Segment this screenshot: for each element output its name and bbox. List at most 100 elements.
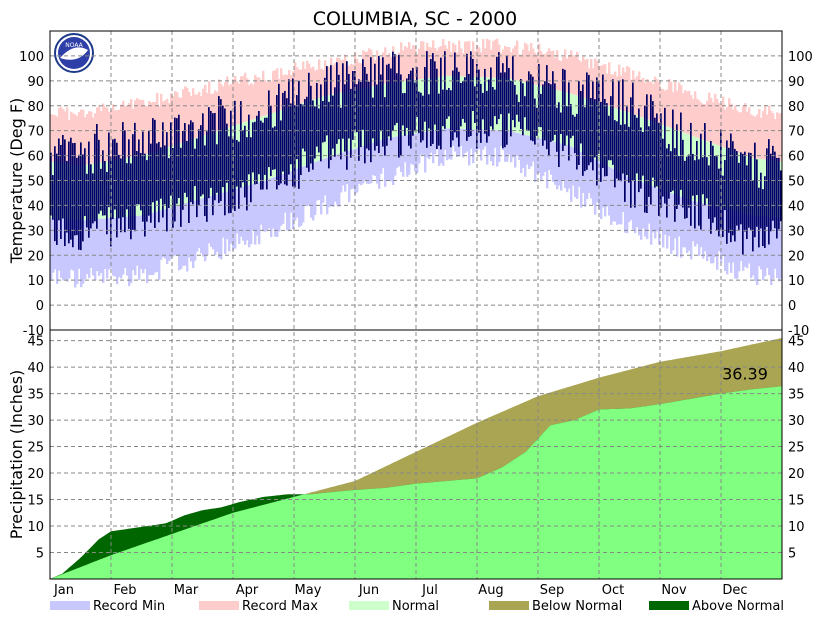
record-max-bar [456, 52, 459, 77]
record-max-bar [760, 117, 763, 160]
actual-temp-bar [542, 84, 544, 146]
actual-temp-bar [86, 173, 88, 228]
record-max-bar [726, 106, 729, 149]
record-max-bar [140, 99, 143, 156]
record-min-bar [328, 156, 331, 208]
record-max-bar [728, 98, 731, 150]
record-min-bar [420, 132, 423, 155]
precipitation-axis-title: Precipitation (Inches) [7, 370, 26, 540]
actual-temp-bar [644, 105, 646, 213]
record-min-bar [772, 217, 775, 279]
month-label: Sep [540, 583, 565, 598]
record-min-bar [192, 200, 195, 269]
record-min-bar [320, 159, 323, 215]
record-min-bar [396, 136, 399, 168]
record-min-bar [228, 190, 231, 252]
temp-tick-label-right: -10 [788, 324, 809, 339]
actual-temp-bar [178, 114, 180, 199]
record-max-bar [486, 38, 489, 78]
record-max-bar [522, 49, 525, 82]
actual-temp-bar [76, 157, 78, 236]
record-max-bar [280, 68, 283, 111]
month-label: Oct [602, 583, 624, 598]
legend-swatch [349, 601, 389, 610]
temp-tick-label-left: 20 [27, 249, 44, 264]
record-min-bar [200, 198, 203, 254]
actual-temp-bar [606, 103, 608, 177]
record-max-bar [206, 92, 209, 135]
actual-temp-bar [430, 59, 432, 147]
actual-temp-bar [398, 54, 400, 158]
record-min-bar [716, 206, 719, 270]
actual-temp-bar [544, 81, 546, 141]
actual-temp-bar [336, 62, 338, 144]
record-min-bar [156, 211, 159, 272]
record-max-bar [276, 68, 279, 112]
actual-temp-bar [482, 92, 484, 120]
record-min-bar [382, 139, 385, 168]
actual-temp-bar [340, 107, 342, 160]
actual-temp-bar [658, 122, 660, 216]
record-min-bar [242, 186, 245, 241]
actual-temp-bar [722, 175, 724, 237]
temp-tick-label-right: 80 [788, 100, 805, 115]
actual-temp-bar [82, 154, 84, 242]
actual-temp-bar [516, 94, 518, 115]
record-min-bar [390, 137, 393, 182]
record-min-bar [372, 142, 375, 176]
record-min-bar [610, 167, 613, 225]
record-max-bar [142, 99, 145, 156]
actual-temp-bar [380, 74, 382, 132]
record-min-bar [298, 167, 301, 228]
record-max-bar [114, 110, 117, 161]
record-max-bar [110, 109, 113, 161]
record-min-bar [604, 164, 607, 217]
actual-temp-bar [388, 63, 390, 137]
actual-temp-bar [68, 141, 70, 244]
actual-temp-bar [230, 110, 232, 213]
record-max-bar [120, 104, 123, 160]
actual-temp-bar [248, 114, 250, 175]
actual-temp-bar [114, 138, 116, 210]
record-min-bar [498, 130, 501, 163]
record-min-bar [512, 131, 515, 158]
record-max-bar [642, 77, 645, 118]
record-max-bar [730, 103, 733, 151]
record-max-bar [778, 113, 781, 162]
record-max-bar [762, 110, 765, 160]
actual-temp-bar [170, 122, 172, 196]
record-min-bar [84, 220, 87, 280]
record-max-bar [526, 44, 529, 83]
temp-tick-label-left: 50 [27, 175, 44, 190]
record-min-bar [538, 138, 541, 173]
record-min-bar [308, 164, 311, 205]
legend-label: Above Normal [692, 599, 784, 614]
record-max-bar [548, 48, 551, 89]
legend-label: Record Min [93, 599, 165, 614]
record-max-bar [102, 103, 105, 163]
noaa-logo: NOAA [54, 33, 94, 73]
record-max-bar [84, 117, 87, 165]
actual-temp-bar [740, 152, 742, 225]
record-min-bar [280, 174, 283, 226]
record-min-bar [194, 200, 197, 261]
record-max-bar [438, 47, 441, 77]
record-min-bar [698, 202, 701, 256]
record-max-bar [310, 67, 313, 101]
actual-temp-bar [330, 65, 332, 161]
actual-temp-bar [392, 51, 394, 131]
precip-tick-label-right: 35 [788, 388, 805, 403]
record-min-bar [482, 129, 485, 150]
record-min-bar [270, 178, 273, 238]
record-max-bar [248, 84, 251, 121]
record-max-bar [666, 89, 669, 127]
temp-tick-label-left: 60 [27, 150, 44, 165]
actual-temp-bar [692, 153, 694, 196]
record-min-bar [524, 134, 527, 177]
record-max-bar [414, 45, 417, 80]
actual-temp-bar [456, 67, 458, 138]
record-max-bar [260, 80, 263, 117]
actual-temp-bar [470, 51, 472, 137]
record-max-bar [52, 114, 55, 163]
actual-temp-bar [620, 124, 622, 182]
